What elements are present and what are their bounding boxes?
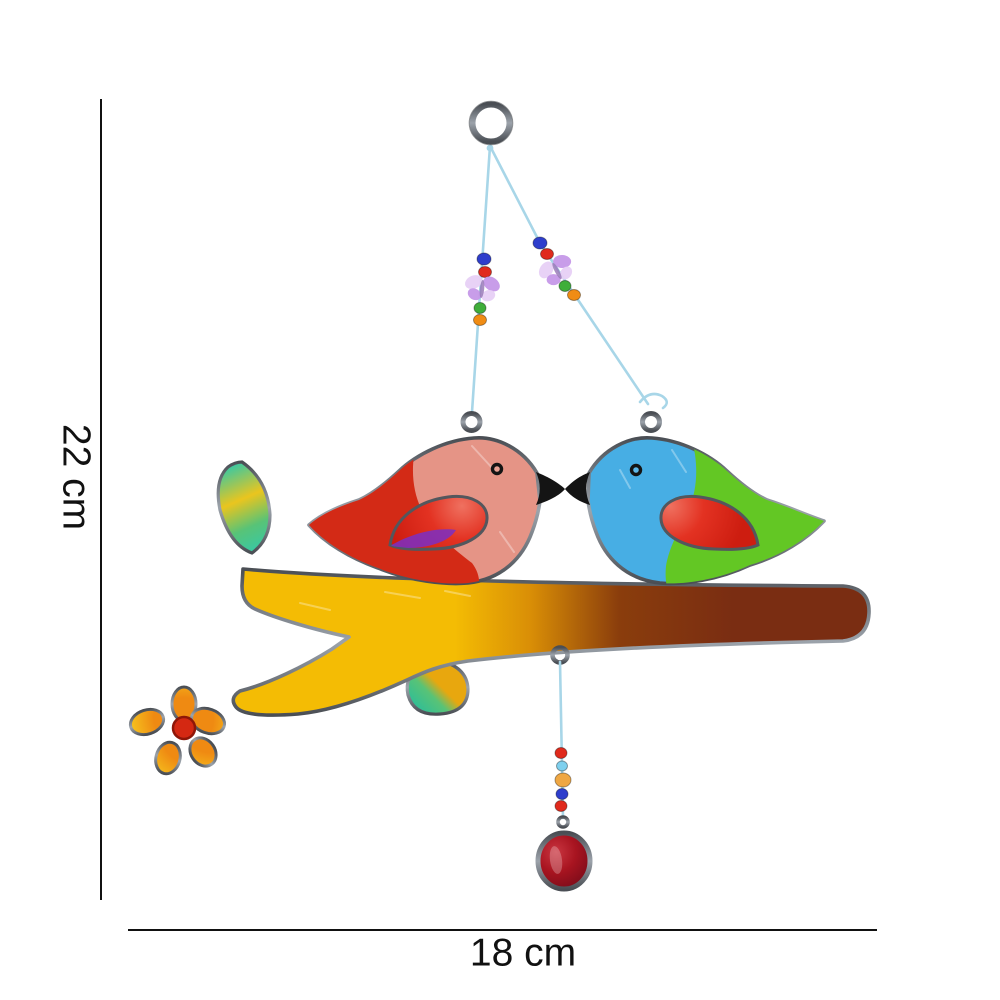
right-bird-beak: [565, 472, 590, 505]
left-bird-beak: [536, 472, 565, 505]
bottom-charm: [535, 645, 593, 892]
hanging-ring: [468, 100, 514, 146]
left-bird: [307, 411, 565, 586]
left-bird-eye: [490, 462, 504, 476]
left-string-beads: [460, 252, 504, 326]
blue-bead: [476, 252, 492, 266]
right-string-beads: [531, 236, 582, 301]
right-bird: [565, 411, 826, 586]
right-string-knot-curl: [638, 392, 669, 410]
flower: [128, 685, 226, 776]
left-bird-streaks: [471, 445, 515, 553]
leaf-blade: [216, 460, 272, 555]
string-knot: [486, 144, 494, 152]
charm-ring: [550, 645, 570, 665]
right-bird-loop: [640, 411, 662, 433]
butterfly-bead: [531, 247, 582, 293]
blue-bead: [532, 236, 548, 250]
height-dimension-label: 22 cm: [55, 424, 98, 530]
right-bird-wing: [659, 494, 760, 551]
flower-petal: [128, 707, 166, 737]
red-bead: [554, 747, 568, 759]
branch-streaks: [299, 590, 471, 611]
left-bird-loop: [460, 411, 483, 433]
green-bead: [558, 280, 572, 292]
red-bead: [540, 248, 554, 260]
orange-bead: [473, 314, 487, 326]
right-string: [488, 144, 650, 406]
upper-leaf: [216, 460, 272, 570]
drop-loop: [556, 815, 570, 829]
lightblue-bead: [556, 760, 568, 772]
green-bead: [473, 302, 487, 314]
right-bird-eye: [629, 463, 643, 477]
branch-glass: [231, 567, 871, 717]
dimension-annotations: 22 cm 18 cm: [55, 99, 877, 975]
flower-petal: [188, 736, 218, 768]
left-wing-purple-patch: [390, 529, 456, 548]
red-bead: [478, 266, 492, 278]
blue-bead: [555, 788, 569, 800]
width-dimension-label: 18 cm: [470, 932, 576, 975]
flower-center: [171, 715, 197, 741]
orange-bead: [567, 289, 581, 301]
red-glass-drop: [535, 830, 593, 892]
hanging-strings: [470, 144, 669, 414]
suncatcher: [128, 100, 871, 892]
red-bead: [554, 800, 568, 812]
flower-petal: [154, 740, 182, 776]
drop-highlight: [549, 846, 563, 874]
branch: [231, 567, 871, 717]
flower-petal: [190, 706, 226, 736]
amber-bead: [554, 772, 572, 788]
